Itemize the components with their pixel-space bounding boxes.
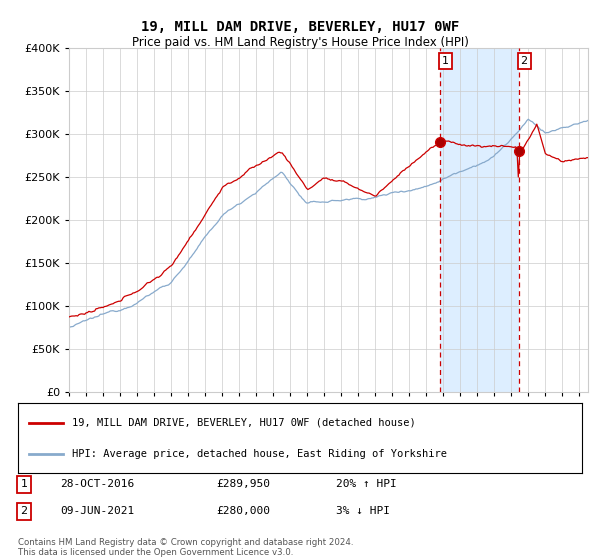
Text: 19, MILL DAM DRIVE, BEVERLEY, HU17 0WF (detached house): 19, MILL DAM DRIVE, BEVERLEY, HU17 0WF (… bbox=[71, 418, 415, 428]
Text: 2: 2 bbox=[20, 506, 28, 516]
Text: £280,000: £280,000 bbox=[216, 506, 270, 516]
Text: 19, MILL DAM DRIVE, BEVERLEY, HU17 0WF: 19, MILL DAM DRIVE, BEVERLEY, HU17 0WF bbox=[141, 20, 459, 34]
Text: 09-JUN-2021: 09-JUN-2021 bbox=[60, 506, 134, 516]
Text: HPI: Average price, detached house, East Riding of Yorkshire: HPI: Average price, detached house, East… bbox=[71, 449, 446, 459]
Text: 20% ↑ HPI: 20% ↑ HPI bbox=[336, 479, 397, 489]
Text: 1: 1 bbox=[442, 56, 449, 66]
Text: 28-OCT-2016: 28-OCT-2016 bbox=[60, 479, 134, 489]
Bar bbox=[440, 48, 519, 392]
Text: 1: 1 bbox=[20, 479, 28, 489]
Text: £289,950: £289,950 bbox=[216, 479, 270, 489]
Text: 2: 2 bbox=[521, 56, 528, 66]
Text: 3% ↓ HPI: 3% ↓ HPI bbox=[336, 506, 390, 516]
Text: Price paid vs. HM Land Registry's House Price Index (HPI): Price paid vs. HM Land Registry's House … bbox=[131, 36, 469, 49]
Text: Contains HM Land Registry data © Crown copyright and database right 2024.
This d: Contains HM Land Registry data © Crown c… bbox=[18, 538, 353, 557]
